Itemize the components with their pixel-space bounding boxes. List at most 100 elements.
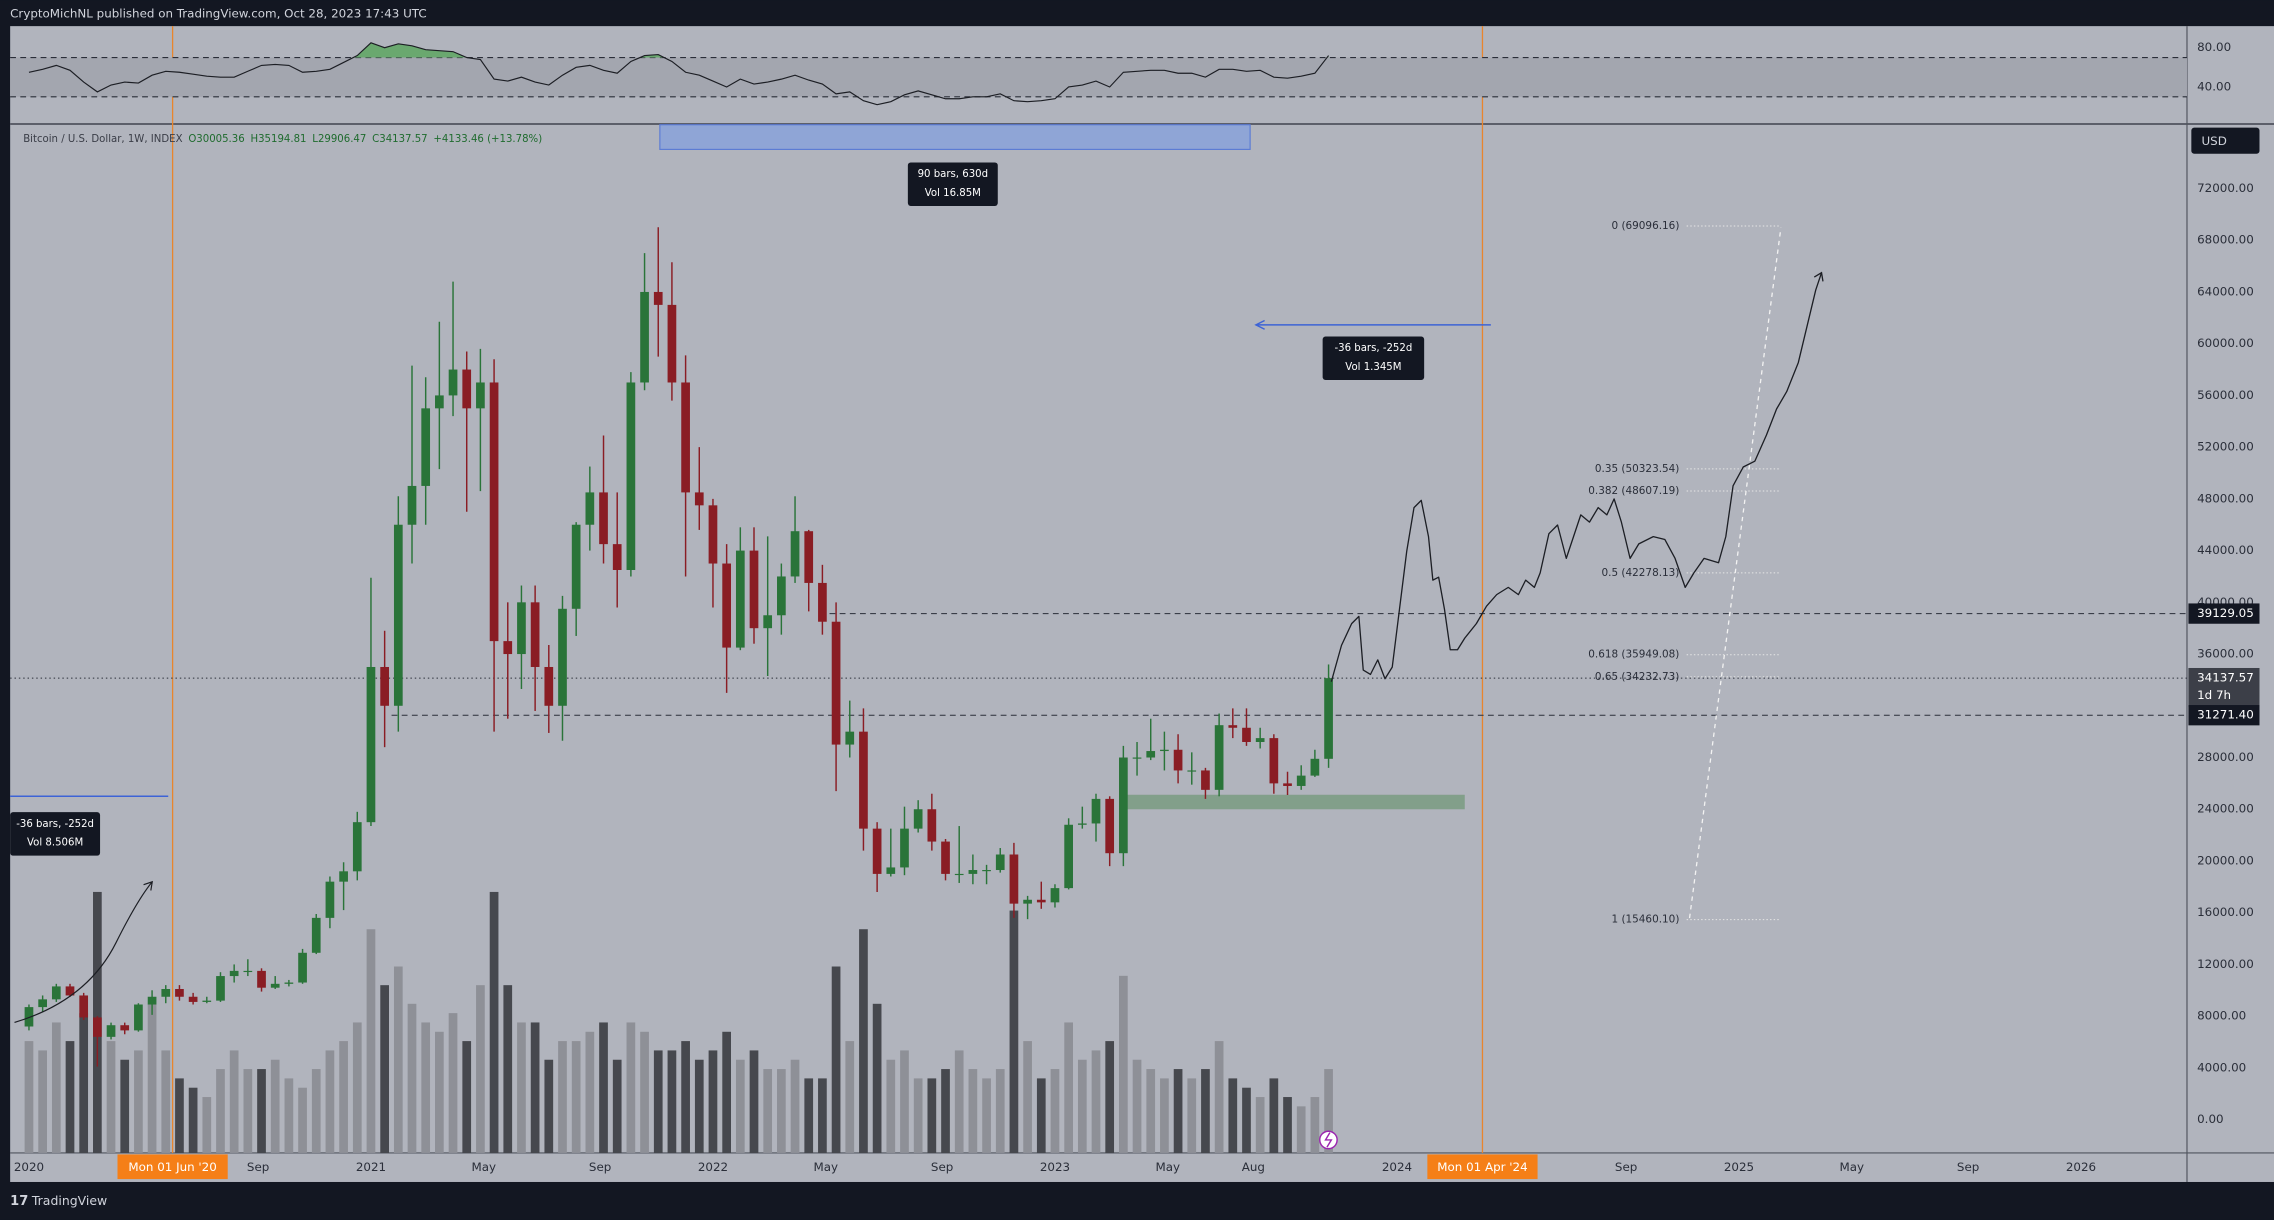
candle-body xyxy=(175,988,184,997)
candle-body xyxy=(298,952,307,983)
volume-bar xyxy=(900,1050,909,1153)
candle-body xyxy=(722,563,731,648)
candle-body xyxy=(640,291,649,383)
candle-body xyxy=(612,544,622,570)
price-line-label: 31271.40 xyxy=(2197,708,2254,722)
measure-range xyxy=(659,124,1251,150)
volume-bar xyxy=(1105,1041,1115,1153)
y-tick-label: 8000.00 xyxy=(2197,1009,2246,1023)
y-tick-label: 72000.00 xyxy=(2197,181,2254,195)
volume-bar xyxy=(188,1087,198,1153)
x-tick-label: 2020 xyxy=(14,1160,44,1174)
candle-body xyxy=(1296,775,1306,786)
candle-body xyxy=(93,1017,102,1037)
candle-body xyxy=(681,382,690,493)
candle-body xyxy=(161,988,171,997)
x-tick-label: 2025 xyxy=(1724,1160,1754,1174)
y-tick-label: 68000.00 xyxy=(2197,233,2254,247)
volume-bar xyxy=(612,1059,622,1153)
candle-body xyxy=(571,524,581,609)
volume-bar xyxy=(1255,1097,1265,1153)
volume-bar xyxy=(503,985,513,1153)
y-tick-label: 0.00 xyxy=(2197,1112,2223,1126)
measure-text: Vol 8.506M xyxy=(27,838,83,849)
candle-body xyxy=(1173,749,1183,771)
candle-body xyxy=(24,1007,34,1027)
volume-bar xyxy=(777,1069,786,1153)
event-icon-bolt xyxy=(1324,1132,1333,1148)
y-tick-label: 20000.00 xyxy=(2197,853,2254,867)
candle-body xyxy=(51,986,61,1000)
volume-bar xyxy=(65,1041,75,1153)
fib-label: 1 (15460.10) xyxy=(1611,914,1679,926)
volume-bar xyxy=(311,1069,321,1153)
volume-bar xyxy=(462,1041,472,1153)
rsi-tick-label: 80.00 xyxy=(2197,40,2231,54)
projection-path xyxy=(1330,272,1823,682)
symbol-legend: Bitcoin / U.S. Dollar, 1W, INDEX O30005.3… xyxy=(23,134,542,145)
volume-bar xyxy=(941,1069,950,1153)
volume-bar xyxy=(284,1078,294,1153)
x-tick-label: Sep xyxy=(589,1160,611,1174)
fib-label: 0.35 (50323.54) xyxy=(1595,463,1680,475)
candle-body xyxy=(366,666,376,823)
candle-body xyxy=(558,608,567,706)
candle-body xyxy=(380,666,389,706)
date-marker-box xyxy=(1427,1154,1538,1180)
volume-bar xyxy=(1064,1022,1073,1153)
candle-body xyxy=(284,982,294,984)
volume-bar xyxy=(175,1078,184,1153)
volume-bar xyxy=(859,929,868,1153)
y-tick-label: 28000.00 xyxy=(2197,750,2254,764)
candle-body xyxy=(708,505,718,564)
volume-bar xyxy=(243,1069,253,1153)
volume-bar xyxy=(1201,1069,1210,1153)
candle-body xyxy=(941,841,950,874)
volume-bar xyxy=(134,1050,143,1153)
legend-item: H35194.81 xyxy=(250,134,306,145)
currency-box[interactable] xyxy=(2191,127,2260,154)
y-tick-label: 44000.00 xyxy=(2197,543,2254,557)
rsi-overbought-fill xyxy=(353,42,1329,58)
projection-arrowhead xyxy=(1813,271,1824,282)
volume-bar xyxy=(763,1069,773,1153)
candle-body xyxy=(243,970,253,973)
candle-body xyxy=(763,615,773,629)
candle-body xyxy=(147,996,157,1005)
volume-bar xyxy=(1036,1078,1046,1153)
rsi-line xyxy=(28,42,1330,106)
measure-box xyxy=(1322,336,1425,380)
y-tick-label: 56000.00 xyxy=(2197,388,2254,402)
volume-bar xyxy=(448,1013,458,1153)
volume-bar xyxy=(380,985,389,1153)
candle-body xyxy=(1310,758,1320,776)
candle-body xyxy=(845,731,855,745)
candle-body xyxy=(735,550,745,648)
volume-bar xyxy=(708,1050,718,1153)
volume-bar xyxy=(147,1003,157,1153)
measure-box xyxy=(10,812,101,856)
x-tick-label: May xyxy=(1840,1160,1865,1174)
candle-body xyxy=(352,822,362,872)
volume-bar xyxy=(517,1022,526,1153)
volume-bar xyxy=(749,1050,759,1153)
volume-bar xyxy=(804,1078,814,1153)
volume-bar xyxy=(694,1059,704,1153)
candle-body xyxy=(65,986,75,996)
candle-body xyxy=(106,1025,116,1037)
x-tick-label: 2022 xyxy=(698,1160,728,1174)
candle-body xyxy=(859,731,868,829)
candle-body xyxy=(585,492,595,525)
volume-bar xyxy=(407,1003,417,1153)
candle-body xyxy=(229,970,239,977)
candle-body xyxy=(667,304,677,383)
chart-background xyxy=(10,26,2187,1153)
candle-body xyxy=(913,809,923,829)
candle-body xyxy=(489,382,499,642)
measure-text: -36 bars, -252d xyxy=(16,819,94,830)
publish-info: CryptoMichNL published on TradingView.co… xyxy=(10,6,426,20)
measure-box xyxy=(907,162,998,206)
candle-body xyxy=(982,870,991,872)
volume-bar xyxy=(1146,1069,1156,1153)
candle-body xyxy=(653,291,663,305)
